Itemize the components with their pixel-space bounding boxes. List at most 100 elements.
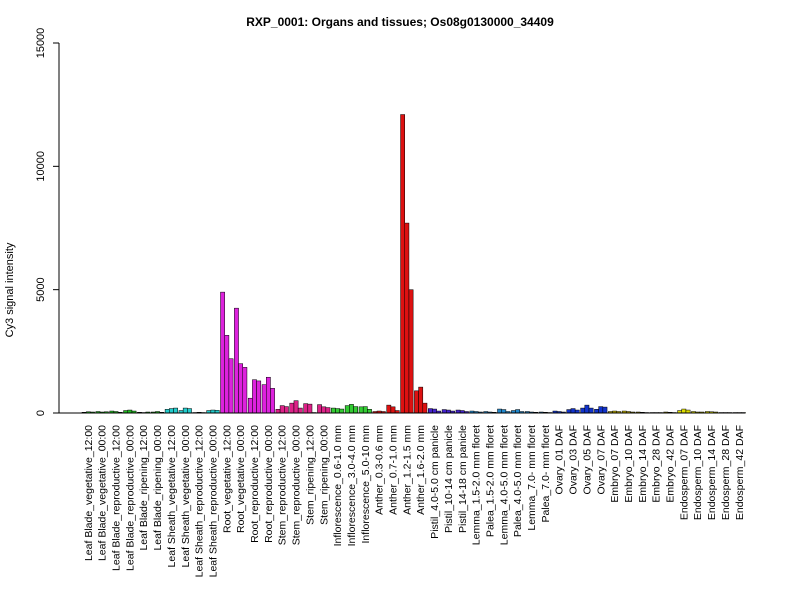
x-tick-label: Palea_4.0-5.0 mm floret bbox=[512, 425, 524, 537]
bar bbox=[224, 335, 230, 414]
y-tick-label: 0 bbox=[35, 410, 47, 416]
x-tick-label: Anther_0.7-1.0 mm bbox=[388, 425, 400, 515]
bar bbox=[570, 408, 576, 414]
bar bbox=[284, 406, 289, 414]
bar bbox=[501, 409, 507, 414]
bar bbox=[594, 409, 599, 414]
x-tick-label: Endosperm_10 DAF bbox=[692, 425, 704, 520]
bar bbox=[297, 407, 303, 414]
bar bbox=[261, 384, 267, 414]
x-tick-label: Leaf Sheath_reproductive_12:00 bbox=[194, 425, 206, 578]
x-tick-label: Ovary_05 DAF bbox=[581, 425, 593, 494]
bar bbox=[289, 402, 295, 414]
bar bbox=[303, 403, 309, 414]
bar bbox=[220, 291, 225, 414]
bar bbox=[580, 407, 586, 414]
x-tick-label: Inflorescence_3.0-4.0 mm bbox=[346, 425, 358, 547]
x-tick-label: Palea_1.5-2.0 mm floret bbox=[484, 425, 496, 537]
x-tick-label: Root_vegetative_00:00 bbox=[235, 425, 247, 533]
bar bbox=[339, 408, 345, 414]
x-tick-label: Lemma_7.0- mm floret bbox=[526, 425, 538, 531]
x-tick-label: Embryo_42 DAF bbox=[665, 425, 677, 503]
bar bbox=[358, 406, 364, 414]
x-tick-label: Ovary_01 DAF bbox=[554, 425, 566, 494]
bar bbox=[598, 406, 604, 414]
bar bbox=[408, 289, 414, 414]
bar bbox=[317, 404, 322, 414]
bar bbox=[441, 409, 447, 414]
bar bbox=[349, 404, 354, 414]
x-tick-labels: Leaf Blade_vegetative_12:00 Leaf Blade_ve… bbox=[83, 425, 746, 578]
bar bbox=[602, 406, 608, 414]
bar bbox=[681, 408, 687, 414]
bar bbox=[325, 407, 331, 414]
bar bbox=[515, 409, 520, 414]
x-tick-label: Endosperm_28 DAF bbox=[720, 425, 732, 520]
x-tick-label: Inflorescence_0.6-1.0 mm bbox=[332, 425, 344, 547]
bar bbox=[307, 403, 313, 414]
x-tick-label: Stem_ripening_00:00 bbox=[318, 425, 330, 525]
x-tick-label: Leaf Blade_reproductive_12:00 bbox=[111, 425, 123, 571]
y-tick-label: 5000 bbox=[35, 277, 47, 301]
bar bbox=[588, 407, 594, 414]
bar bbox=[173, 407, 178, 414]
bar bbox=[247, 397, 253, 414]
bar bbox=[238, 363, 244, 414]
bar bbox=[187, 408, 192, 414]
bar bbox=[584, 404, 590, 414]
bar bbox=[266, 376, 271, 414]
x-tick-label: Lemma_1.5-2.0 mm floret bbox=[471, 425, 483, 545]
x-tick-label: Anther_0.3-0.6 mm bbox=[374, 425, 386, 515]
x-tick-label: Leaf Blade_ripening_12:00 bbox=[138, 425, 150, 551]
x-tick-label: Leaf Blade_vegetative_00:00 bbox=[97, 425, 109, 561]
x-tick-label: Leaf Sheath_vegetative_00:00 bbox=[180, 425, 192, 568]
bar bbox=[390, 406, 396, 414]
x-tick-label: Leaf Blade_vegetative_12:00 bbox=[83, 425, 95, 561]
bar bbox=[497, 408, 502, 414]
x-tick-label: Pistil_4.0-5.0 cm panicle bbox=[429, 425, 441, 539]
bar bbox=[566, 409, 572, 414]
x-tick-label: Stem_ripening_12:00 bbox=[304, 425, 316, 525]
x-tick-label: Embryo_14 DAF bbox=[637, 425, 649, 503]
bar bbox=[270, 388, 275, 414]
bar bbox=[228, 358, 234, 414]
x-tick-label: Pistil_10-14 cm panicle bbox=[443, 425, 455, 533]
bar bbox=[252, 379, 257, 414]
x-tick-label: Leaf Blade_ripening_00:00 bbox=[152, 425, 164, 551]
x-tick-label: Root_vegetative_12:00 bbox=[221, 425, 233, 533]
x-tick-label: Endosperm_42 DAF bbox=[734, 425, 746, 520]
x-tick-label: Anther_1.6-2.0 mm bbox=[415, 425, 427, 515]
bar bbox=[293, 400, 299, 414]
y-axis-label: Cy3 signal intensity bbox=[4, 242, 16, 337]
x-tick-label: Endosperm_14 DAF bbox=[706, 425, 718, 520]
bar bbox=[182, 407, 188, 414]
x-tick-label: Embryo_07 DAF bbox=[609, 425, 621, 503]
x-tick-label: Ovary_03 DAF bbox=[568, 425, 580, 494]
y-tick-label: 10000 bbox=[35, 151, 47, 182]
bar bbox=[169, 408, 174, 414]
bar bbox=[418, 386, 424, 414]
bar bbox=[275, 409, 281, 414]
x-tick-label: Anther_1.2-1.5 mm bbox=[401, 425, 413, 515]
x-tick-label: Inflorescence_5.0-10 mm bbox=[360, 425, 372, 544]
y-tick-label: 15000 bbox=[35, 28, 47, 59]
x-tick-label: Embryo_28 DAF bbox=[651, 425, 663, 503]
x-tick-label: Embryo_10 DAF bbox=[623, 425, 635, 503]
bars-layer bbox=[81, 114, 746, 414]
x-tick-label: Pistil_14-18 cm panicle bbox=[457, 425, 469, 533]
bar bbox=[335, 408, 340, 414]
bar bbox=[362, 406, 368, 414]
x-tick-label: Stem_reproductive_00:00 bbox=[291, 425, 303, 545]
bar bbox=[353, 406, 358, 414]
x-tick-label: Root_reproductive_00:00 bbox=[263, 425, 275, 543]
x-tick-label: Stem_reproductive_12:00 bbox=[277, 425, 289, 545]
x-tick-label: Leaf Blade_reproductive_00:00 bbox=[124, 425, 136, 571]
bar bbox=[386, 404, 392, 414]
x-tick-label: Palea_7.0- mm floret bbox=[540, 425, 552, 523]
bar bbox=[367, 409, 372, 414]
x-tick-label: Endosperm_07 DAF bbox=[678, 425, 690, 520]
bar bbox=[242, 367, 248, 414]
bar bbox=[414, 390, 419, 414]
chart-title: RXP_0001: Organs and tissues; Os08g01300… bbox=[246, 15, 554, 29]
